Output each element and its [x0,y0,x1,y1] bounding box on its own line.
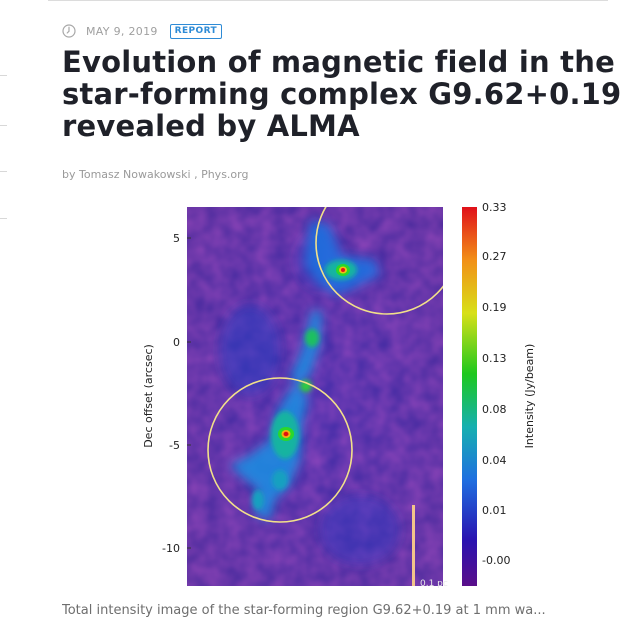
colorbar-label: Intensity (Jy/beam) [523,344,536,449]
top-divider [48,0,608,1]
colorbar-tick-label: 0.33 [482,201,507,214]
scale-bar-label: 0.1 pc [420,579,448,589]
intensity-map-figure: 0.1 pc 5 0 -5 -10 Dec offset (arcsec) 0.… [142,201,536,589]
article-meta: MAY 9, 2019 REPORT [62,20,223,42]
colorbar-tick-label: 0.01 [482,504,507,517]
report-badge[interactable]: REPORT [169,23,223,39]
colorbar-tick-label: 0.27 [482,250,507,263]
clock-icon [62,24,76,38]
colorbar-tick-label: -0.00 [482,554,510,567]
y-tick-label: -10 [162,542,180,555]
colorbar-tick-label: 0.04 [482,454,507,467]
y-tick-label: -5 [169,439,180,452]
figure-caption: Total intensity image of the star-formin… [62,603,546,618]
y-axis-label: Dec offset (arcsec) [142,344,155,448]
intensity-map [187,207,443,586]
colorbar-tick-label: 0.19 [482,301,507,314]
y-tick-label: 5 [173,232,180,245]
colorbar-tick-label: 0.08 [482,403,507,416]
y-tick-label: 0 [173,336,180,349]
colorbar-tick-label: 0.13 [482,352,507,365]
article-title: Evolution of magnetic field in the star-… [62,45,622,143]
y-axis: 5 0 -5 -10 Dec offset (arcsec) [142,232,191,555]
scale-bar [412,505,415,586]
byline[interactable]: by Tomasz Nowakowski , Phys.org [62,168,249,181]
publish-date: MAY 9, 2019 [86,24,158,38]
colorbar: 0.33 0.27 0.19 0.13 0.08 0.04 0.01 -0.00… [462,201,536,586]
